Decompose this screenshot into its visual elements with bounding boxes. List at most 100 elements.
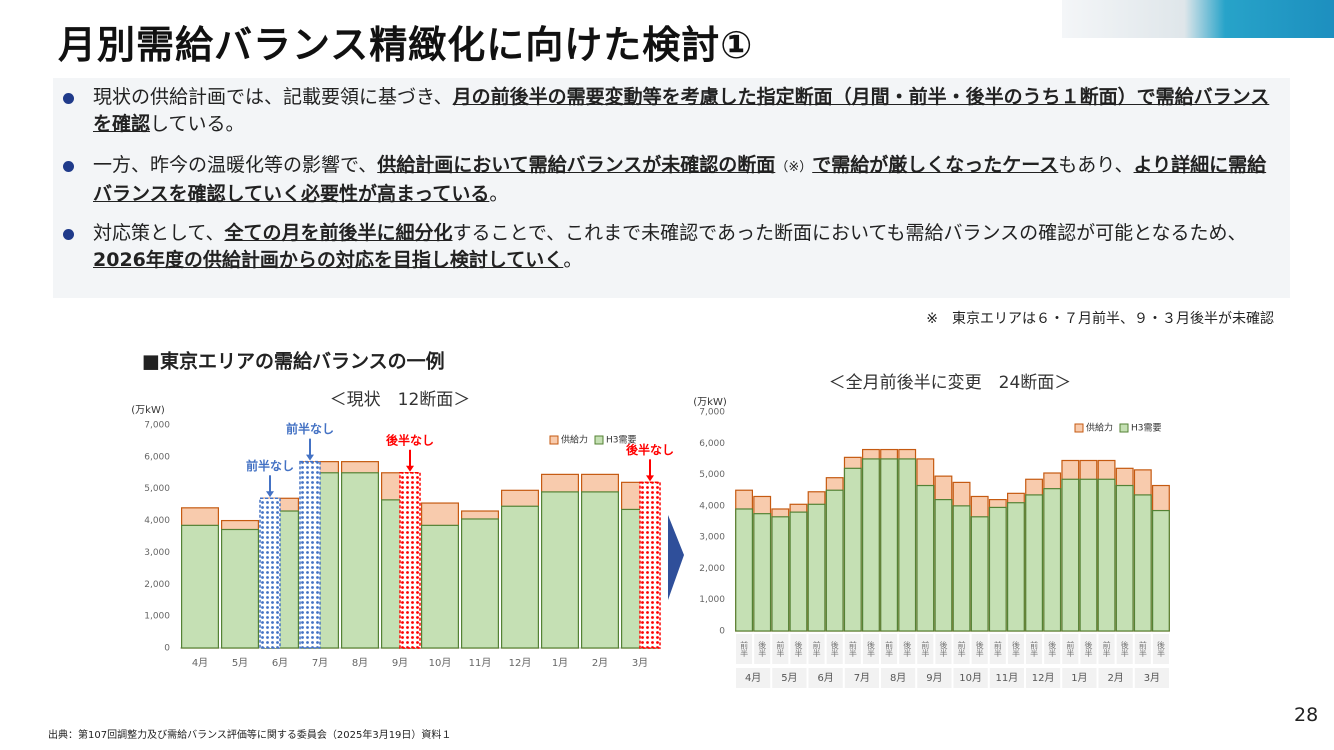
x-label-box [808, 634, 825, 664]
x-tick-label: 前半 [812, 640, 821, 658]
bullet-text: 一方、昨今の温暖化等の影響で、 [93, 154, 378, 176]
bullet: 一方、昨今の温暖化等の影響で、供給計画において需給バランスが未確認の断面（※）で… [63, 152, 1273, 208]
legend-swatch [1074, 423, 1084, 433]
y-tick-label: 6,000 [144, 452, 170, 462]
y-tick-label: 3,000 [144, 548, 170, 558]
x-tick-label: 5月 [232, 657, 248, 669]
bar [916, 484, 935, 632]
page-number: 28 [1294, 704, 1319, 726]
x-tick-label: 8月 [352, 657, 368, 669]
group-box [844, 668, 879, 688]
group-label: 12月 [1032, 672, 1055, 684]
bar [970, 516, 989, 632]
x-label-box [953, 634, 970, 664]
y-tick-label: 2,000 [699, 564, 725, 574]
y-tick-label: 1,000 [699, 595, 725, 605]
bar [1006, 502, 1025, 632]
x-tick-label: 3月 [632, 657, 648, 669]
x-label-box [1044, 634, 1061, 664]
y-tick-label: 0 [719, 627, 725, 637]
x-tick-label: 後半 [1120, 640, 1129, 658]
group-box [1098, 668, 1133, 688]
annotation-arrowhead [266, 491, 274, 498]
x-label-box [1116, 634, 1133, 664]
bullet-text: 2026年度の供給計画からの対応を目指し検討していく [93, 249, 564, 271]
x-label-box [935, 634, 952, 664]
x-tick-label: 前半 [1138, 640, 1147, 658]
bullet-text: している。 [150, 113, 245, 135]
bar [861, 458, 880, 632]
x-tick-label: 前半 [1102, 640, 1111, 658]
x-label-box [971, 634, 988, 664]
x-label-box [754, 634, 771, 664]
group-box [989, 668, 1024, 688]
bar [771, 516, 790, 632]
bullet: 対応策として、全ての月を前後半に細分化することで、これまで未確認であった断面にお… [63, 220, 1273, 274]
group-label: 2月 [1107, 672, 1123, 684]
section-label: ■東京エリアの需給バランスの一例 [142, 350, 445, 373]
group-label: 8月 [890, 672, 906, 684]
x-tick-label: 後半 [1156, 640, 1165, 658]
group-box [917, 668, 952, 688]
bar [181, 524, 220, 649]
bar [789, 511, 808, 632]
annotation: 前半なし [286, 421, 334, 436]
x-tick-label: 前半 [740, 640, 749, 658]
group-label: 1月 [1071, 672, 1087, 684]
x-tick-label: 2月 [592, 657, 608, 669]
group-label: 11月 [996, 672, 1019, 684]
annotation: 前半なし [246, 458, 294, 473]
group-box [808, 668, 843, 688]
bar [221, 528, 260, 649]
bullet-text: 全ての月を前後半に細分化 [224, 222, 453, 244]
bar [898, 458, 917, 632]
note: ※ 東京エリアは６・７月前半、９・３月後半が未確認 [926, 311, 1274, 327]
bar [988, 506, 1007, 632]
bullet-text: 。 [489, 183, 509, 205]
y-tick-label: 6,000 [699, 439, 725, 449]
y-tick-label: 0 [164, 644, 170, 654]
y-tick-label: 4,000 [699, 501, 725, 511]
bar [1079, 478, 1098, 632]
x-tick-label: 10月 [429, 657, 452, 669]
x-tick-label: 後半 [975, 640, 984, 658]
x-label-box [1134, 634, 1151, 664]
x-tick-label: 1月 [552, 657, 568, 669]
x-label-box [772, 634, 789, 664]
bar [540, 491, 579, 649]
chart-title: ＜全月前後半に変更 24断面＞ [829, 373, 1072, 393]
x-label-box [881, 634, 898, 664]
legend-label: H3需要 [1131, 423, 1162, 434]
x-tick-label: 後半 [794, 640, 803, 658]
source: 出典：第107回調整力及び需給バランス評価等に関する委員会（2025年3月19日… [48, 730, 452, 741]
group-label: 6月 [817, 672, 833, 684]
x-tick-label: 4月 [192, 657, 208, 669]
group-label: 3月 [1144, 672, 1160, 684]
x-label-box [899, 634, 916, 664]
bullet-text: することで、これまで未確認であった断面においても需給バランスの確認が可能となるた… [452, 222, 1247, 244]
bar [1043, 488, 1062, 632]
bar [1115, 484, 1134, 632]
group-box [736, 668, 771, 688]
legend-label: H3需要 [606, 435, 637, 446]
missing-section [299, 460, 321, 649]
bar [421, 524, 460, 649]
bullet-text: 。 [563, 249, 583, 271]
slide-title: 月別需給バランス精緻化に向けた検討① [58, 23, 754, 67]
x-tick-label: 7月 [312, 657, 328, 669]
x-tick-label: 前半 [957, 640, 966, 658]
bar [1151, 509, 1170, 632]
x-label-box [1007, 634, 1024, 664]
x-tick-label: 12月 [509, 657, 532, 669]
x-tick-label: 前半 [921, 640, 930, 658]
x-tick-label: 後半 [758, 640, 767, 658]
bullet-text: 月の前後半の需要変動等を考慮した指定断面（月間・前半・後半のうち１断面）で需給バ… [93, 86, 1270, 135]
legend-label: 供給力 [561, 434, 588, 446]
bar [735, 508, 753, 632]
bar [1061, 478, 1080, 632]
x-tick-label: 9月 [392, 657, 408, 669]
y-tick-label: 4,000 [144, 516, 170, 526]
x-label-box [844, 634, 861, 664]
group-box [953, 668, 988, 688]
y-unit: (万kW) [131, 405, 165, 416]
